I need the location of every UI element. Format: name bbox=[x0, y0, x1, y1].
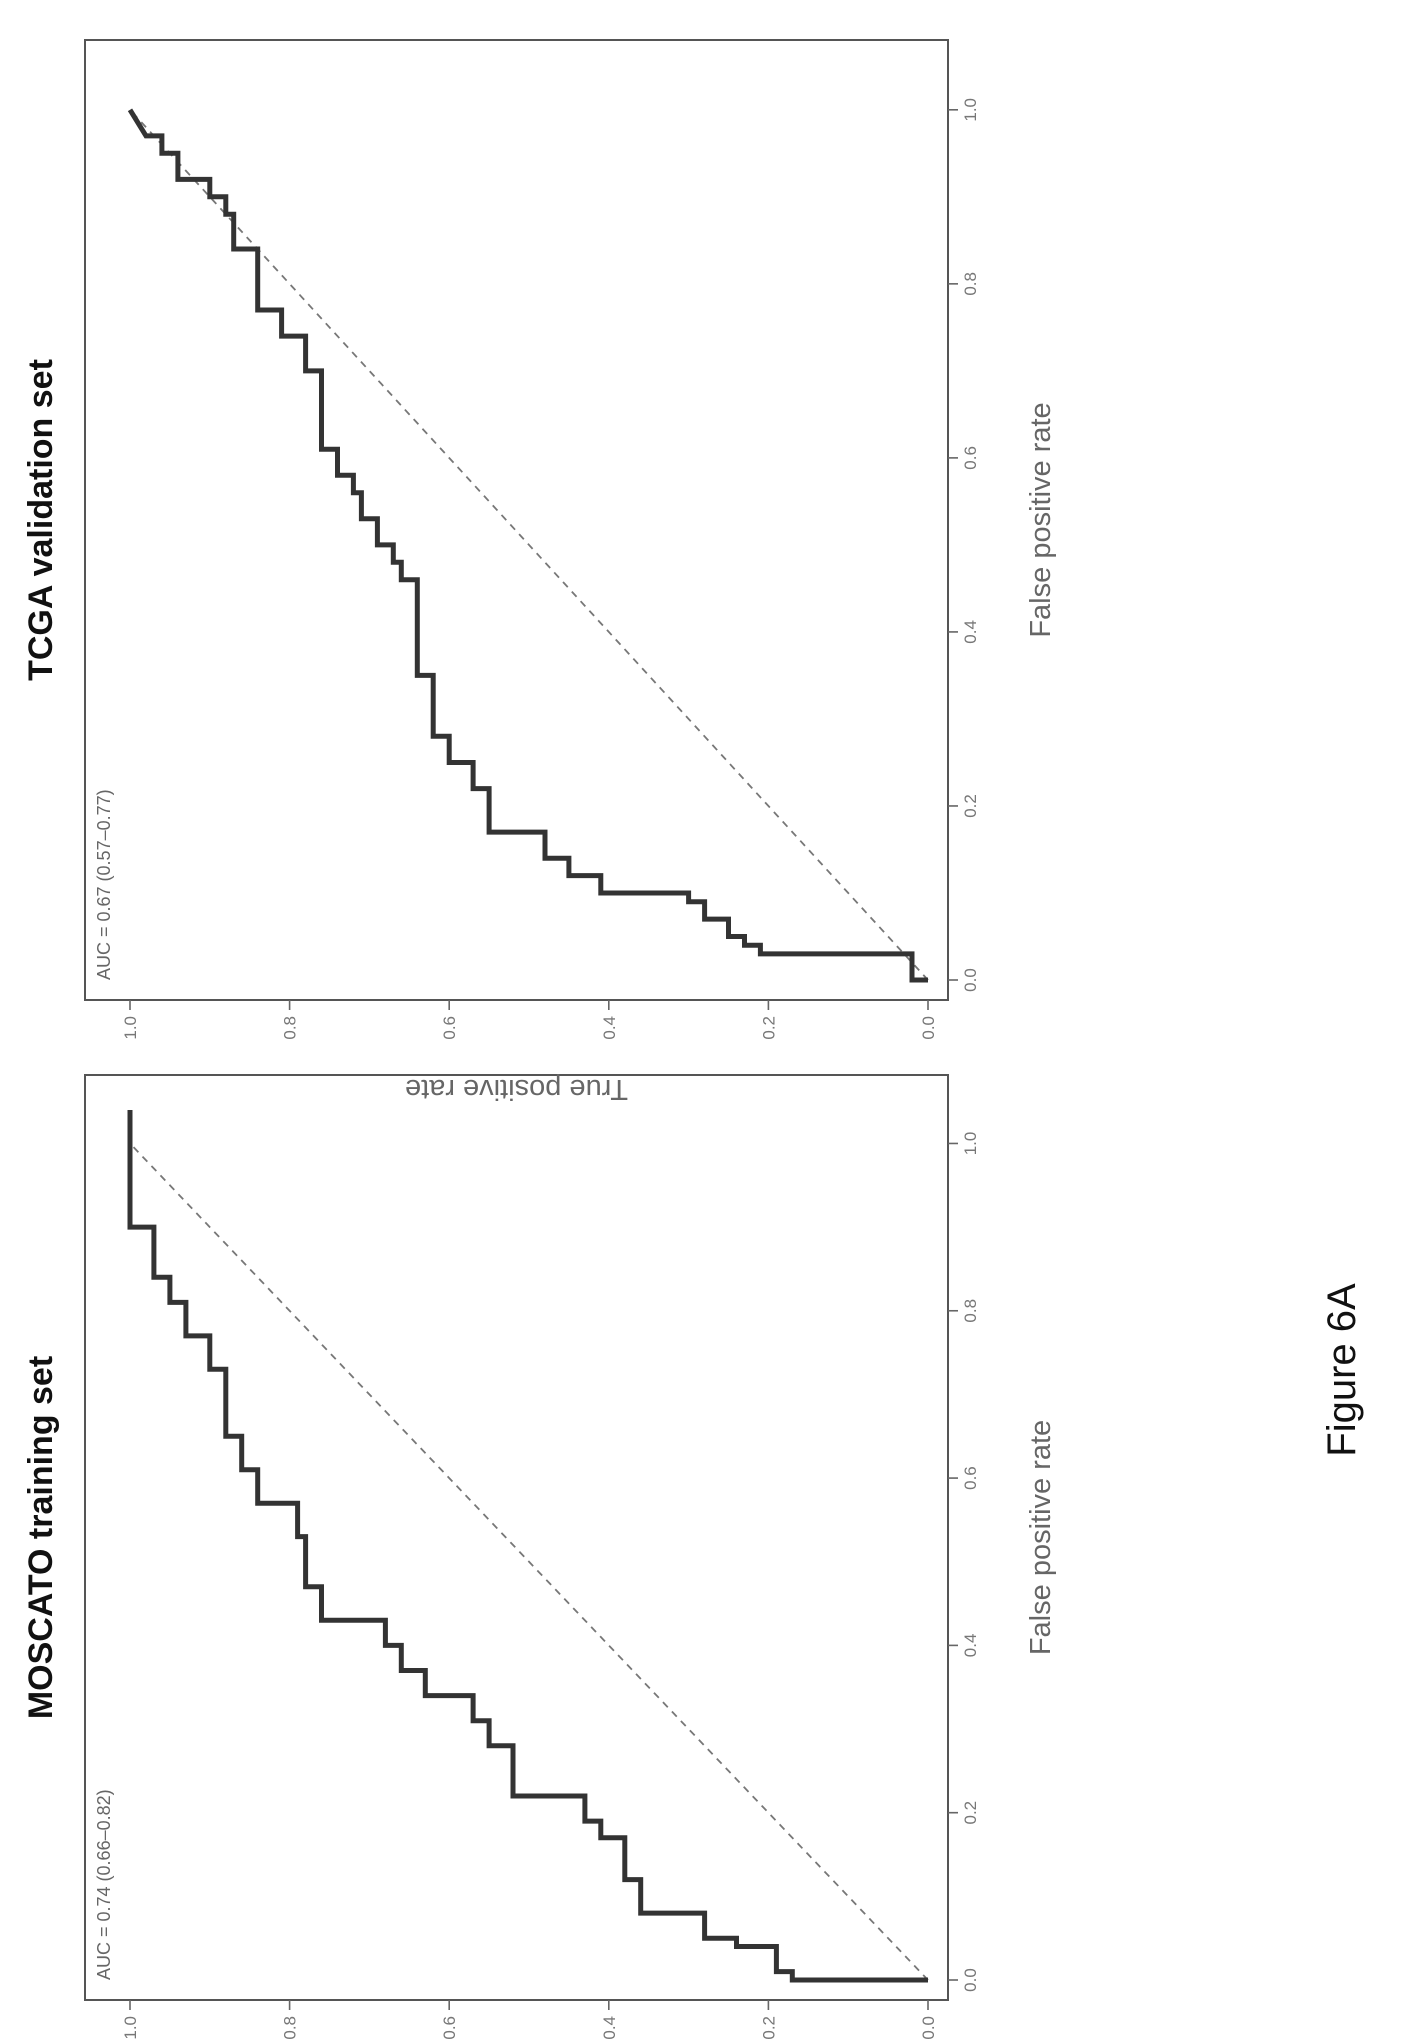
y-tick-label: 0.8 bbox=[281, 2016, 300, 2040]
y-tick-label: 1.0 bbox=[121, 1016, 140, 1040]
x-tick-label: 0.0 bbox=[961, 1968, 980, 1992]
x-tick-label: 0.2 bbox=[961, 794, 980, 818]
reference-diagonal-line bbox=[129, 109, 929, 981]
x-tick-label: 0.6 bbox=[961, 1466, 980, 1490]
roc-curve bbox=[127, 108, 928, 983]
y-tick-label: 1.0 bbox=[121, 2016, 140, 2040]
x-tick-label: 0.6 bbox=[961, 446, 980, 470]
y-tick-label: 0.2 bbox=[759, 2016, 778, 2040]
plot-frame bbox=[84, 39, 949, 1001]
chart-title: MOSCATO training set bbox=[22, 1356, 60, 1719]
x-tick-label: 0.4 bbox=[961, 1634, 980, 1658]
plot-frame bbox=[84, 1074, 949, 2001]
y-axis-label: True positive rate bbox=[405, 1073, 628, 1105]
y-tick-label: 0.0 bbox=[919, 2016, 938, 2040]
roc-curve bbox=[127, 1110, 928, 1983]
x-axis-label: False positive rate bbox=[1025, 1420, 1057, 1655]
y-tick-label: 0.6 bbox=[440, 2016, 459, 2040]
figure-caption: Figure 6A bbox=[1320, 1283, 1364, 1457]
chart-title: TCGA validation set bbox=[22, 359, 60, 681]
x-tick-label: 0.8 bbox=[961, 1299, 980, 1323]
y-tick-label: 0.0 bbox=[919, 1016, 938, 1040]
auc-annotation: AUC = 0.67 (0.57–0.77) bbox=[94, 789, 114, 980]
chart-panel-1: 0.0 0.2 0.4 0.6 0.8 1.0 0.0 0.2 0.4 0.6 0.8 1.0 Fals… bbox=[22, 39, 1057, 1105]
y-tick-label: 0.4 bbox=[600, 2016, 619, 2040]
y-tick-label: 0.8 bbox=[281, 1016, 300, 1040]
x-axis-label: False positive rate bbox=[1025, 402, 1057, 637]
y-tick-label: 0.4 bbox=[600, 1016, 619, 1040]
reference-diagonal-line bbox=[129, 1142, 929, 1981]
panels: 0.0 0.2 0.4 0.6 0.8 1.0 0.0 0.2 0.4 0.6 0.8 1.0 Fals… bbox=[22, 39, 1057, 2040]
chart-panel-0: 0.0 0.2 0.4 0.6 0.8 1.0 0.0 0.2 0.4 0.6 0.8 1.0 Fals… bbox=[22, 1074, 1057, 2040]
auc-annotation: AUC = 0.74 (0.66–0.82) bbox=[94, 1789, 114, 1980]
x-tick-label: 1.0 bbox=[961, 98, 980, 122]
x-tick-label: 0.4 bbox=[961, 620, 980, 644]
x-tick-label: 0.0 bbox=[961, 968, 980, 992]
y-tick-label: 0.2 bbox=[759, 1016, 778, 1040]
x-tick-label: 1.0 bbox=[961, 1132, 980, 1156]
x-tick-label: 0.2 bbox=[961, 1801, 980, 1825]
x-tick-label: 0.8 bbox=[961, 272, 980, 296]
y-tick-label: 0.6 bbox=[440, 1016, 459, 1040]
